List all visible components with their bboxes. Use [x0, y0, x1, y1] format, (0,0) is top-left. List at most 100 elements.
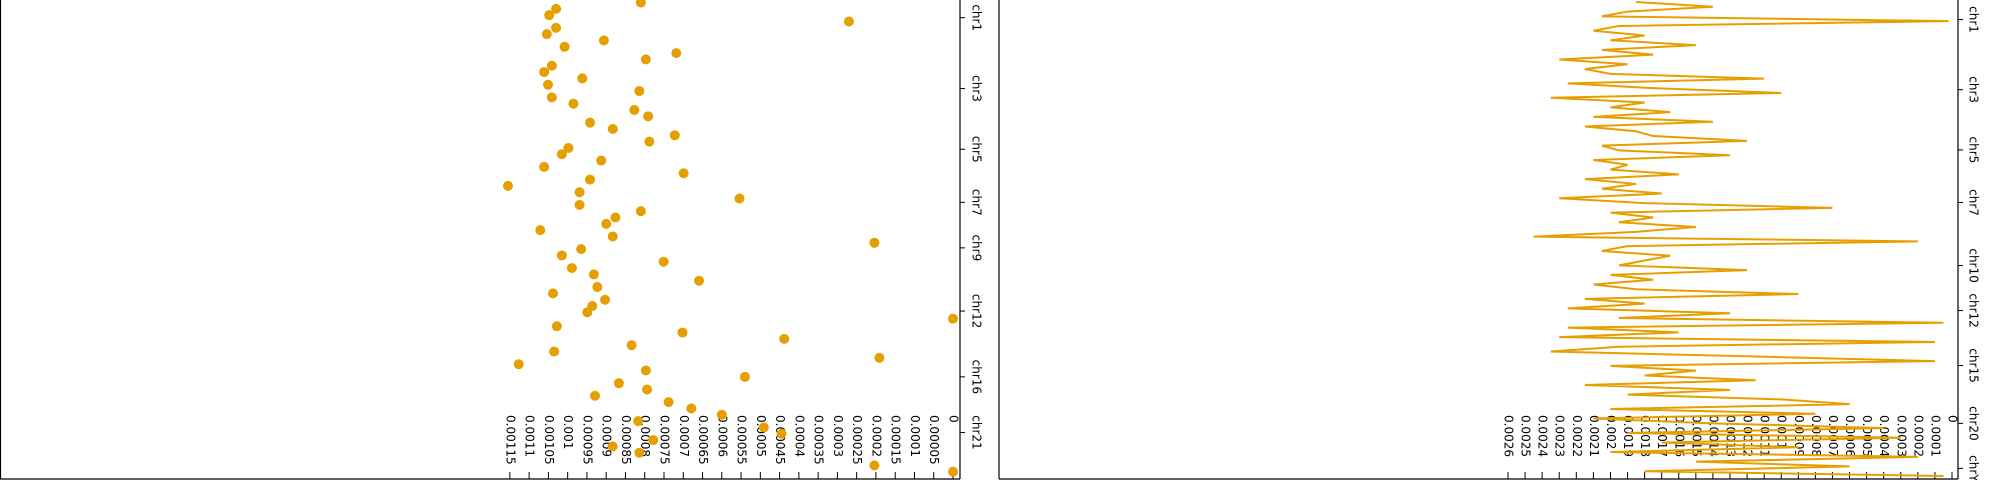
point: [592, 282, 603, 293]
x-tick-label: 0: [947, 415, 961, 423]
point: [643, 111, 654, 122]
point: [551, 22, 562, 33]
x-tick-label: 0.0019: [1621, 415, 1635, 457]
x-tick-label: 0.00015: [889, 415, 903, 465]
point: [566, 263, 577, 274]
point: [640, 54, 651, 65]
x-tick-label: 0.00075: [657, 415, 671, 465]
point: [539, 67, 550, 78]
x-tick-label: 0.0002: [869, 415, 883, 457]
x-tick-label: 0.0013: [1724, 415, 1738, 457]
line: [1533, 1, 1949, 477]
x-tick-label: 0.0003: [1894, 415, 1908, 457]
x-tick-label: 0.0021: [1587, 415, 1601, 457]
point: [607, 231, 618, 242]
x-tick-label: 0.0025: [1519, 415, 1533, 457]
y-tick-label: chr3: [1967, 76, 1981, 103]
point: [600, 294, 611, 305]
x-tick-label: 0.00095: [580, 415, 594, 465]
y-tick-label: chr5: [970, 136, 984, 163]
x-tick-label: 0.001: [561, 415, 575, 449]
point: [607, 123, 618, 134]
x-tick-label: 0.00105: [542, 415, 556, 465]
point: [588, 269, 599, 280]
point: [634, 447, 645, 458]
point: [535, 225, 546, 236]
x-tick-label: 0.002: [1604, 415, 1618, 449]
point: [601, 218, 612, 229]
point: [559, 41, 570, 52]
y-tick-label: chr12: [1967, 293, 1981, 327]
x-tick-label: 0.0008: [638, 415, 652, 457]
x-tick-label: 0.00035: [812, 415, 826, 465]
x-tick-label: 0.0023: [1553, 415, 1567, 457]
x-tick-label: 0.001: [1775, 415, 1789, 449]
point: [716, 409, 727, 420]
point: [677, 327, 688, 338]
point: [948, 466, 958, 477]
x-tick-label: 0.0022: [1570, 415, 1584, 457]
point: [582, 307, 593, 318]
x-tick-label: 0.0007: [677, 415, 691, 457]
y-tick-label: chr12: [970, 294, 984, 328]
x-tick-label: 0.0006: [715, 415, 729, 457]
y-tick-label: chrY: [1967, 455, 1981, 480]
x-tick-label: 0.0017: [1655, 415, 1669, 457]
x-tick-label: 0.00115: [503, 415, 517, 465]
point: [556, 250, 567, 261]
y-tick-label: chr7: [970, 189, 984, 216]
point: [739, 371, 750, 382]
point: [574, 199, 585, 210]
point: [548, 288, 559, 299]
x-tick-label: 0.0014: [1706, 415, 1720, 457]
point: [513, 359, 524, 370]
y-tick-label: chr5: [1967, 136, 1981, 163]
point: [613, 378, 624, 389]
y-tick-label: chr1: [1967, 6, 1981, 33]
point: [544, 10, 555, 21]
point: [640, 365, 651, 376]
x-tick-label: 0.00055: [735, 415, 749, 465]
point: [758, 422, 769, 433]
x-tick-label: 0.00085: [619, 415, 633, 465]
x-tick-label: 0.0001: [1928, 415, 1942, 457]
y-tick-label: chr9: [970, 234, 984, 261]
point: [551, 3, 562, 14]
point: [634, 86, 645, 97]
point: [626, 340, 637, 351]
point: [596, 155, 607, 166]
y-tick-label: chr1: [970, 4, 984, 31]
point: [869, 237, 880, 248]
point: [633, 416, 644, 427]
x-tick-label: 0.00045: [773, 415, 787, 465]
point: [644, 136, 655, 147]
y-tick-label: chr20: [1967, 406, 1981, 440]
point: [776, 428, 787, 439]
x-tick-label: 0.0005: [1860, 415, 1874, 457]
x-tick-label: 0.0024: [1536, 415, 1550, 457]
point: [686, 403, 697, 414]
point: [671, 48, 682, 59]
point: [598, 35, 609, 46]
point: [556, 149, 567, 160]
x-tick-label: 0.0018: [1638, 415, 1652, 457]
y-tick-label: chr7: [1967, 189, 1981, 216]
point: [610, 212, 621, 223]
x-tick-label: 0: [1946, 415, 1960, 423]
x-tick-label: 0.0002: [1911, 415, 1925, 457]
point: [629, 105, 640, 116]
point: [734, 193, 745, 204]
x-tick-label: 0.0015: [1689, 415, 1703, 457]
y-tick-label: chr16: [970, 360, 984, 394]
x-tick-label: 0.00025: [850, 415, 864, 465]
x-tick-label: 0.0005: [754, 415, 768, 457]
point: [874, 352, 885, 363]
point: [642, 384, 653, 395]
point: [549, 346, 560, 357]
y-tick-label: chr3: [970, 75, 984, 102]
point: [658, 256, 669, 267]
point: [663, 397, 674, 408]
point: [546, 92, 557, 103]
point: [590, 390, 601, 401]
